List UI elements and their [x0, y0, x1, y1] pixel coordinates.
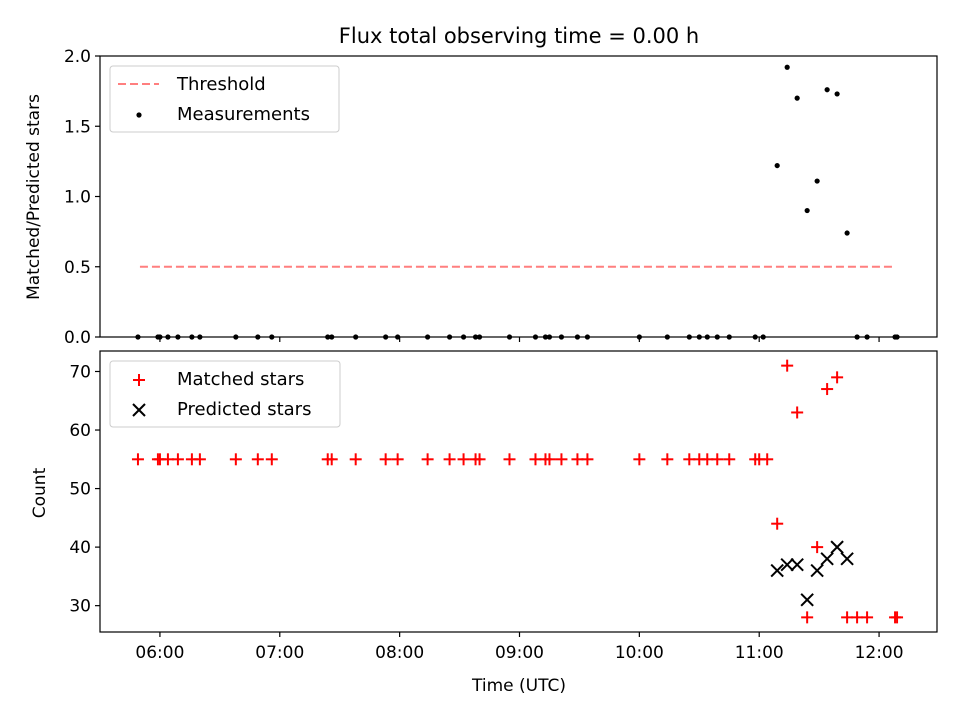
matched-stars-point — [229, 453, 242, 466]
x-axis-label: Time (UTC) — [471, 676, 566, 696]
matched-stars-point — [781, 359, 794, 372]
bottom-y-tick-label: 30 — [69, 597, 91, 617]
measurements-point — [774, 162, 780, 169]
predicted-stars-point — [790, 557, 804, 572]
top-y-tick-label: 2.0 — [64, 47, 91, 67]
matched-stars-point — [771, 517, 784, 530]
bottom-panel-frame — [99, 350, 938, 633]
predicted-stars-point — [800, 593, 814, 607]
predicted-stars-point — [780, 557, 794, 572]
x-tick-label: 11:00 — [735, 643, 784, 663]
legend-measurements-label: Measurements — [177, 104, 310, 125]
top-y-tick-label: 1.5 — [64, 117, 91, 137]
matched-stars-point — [251, 453, 264, 466]
measurements-point — [804, 207, 810, 214]
matched-stars-point — [443, 453, 456, 466]
matched-stars-point — [661, 453, 674, 466]
predicted-stars-point — [770, 563, 784, 578]
top-y-axis: 0.0 0.5 1.0 1.5 2.0 — [64, 47, 100, 348]
matched-stars-point — [791, 406, 804, 419]
top-panel: 0.00.51.01.52.0 Matched/Predicted stars … — [24, 47, 938, 348]
measurements-point — [834, 91, 840, 97]
matched-stars-point — [555, 453, 568, 466]
matched-stars-point — [379, 453, 392, 466]
matched-stars-point — [193, 453, 206, 466]
top-y-tick-label: 0.5 — [64, 258, 91, 278]
measurements-point — [844, 230, 850, 236]
top-legend-box — [109, 65, 340, 133]
matched-stars-point — [473, 453, 486, 466]
predicted-stars-point — [810, 563, 824, 578]
top-x-ticks — [159, 337, 880, 342]
measurements-point — [794, 95, 800, 101]
matched-stars-point — [831, 371, 844, 384]
matched-stars-point — [891, 611, 904, 624]
matched-stars-point — [711, 453, 724, 466]
top-legend: Threshold Measurements — [109, 65, 340, 133]
bottom-marks — [131, 359, 904, 624]
bottom-panel: 30 40 50 60 70 06:00 07:00 08:00 09:00 10:00 11:0… — [30, 350, 938, 696]
matched-stars-point — [801, 611, 814, 624]
x-tick-label: 06:00 — [135, 643, 184, 663]
bottom-y-tick-label: 50 — [69, 480, 91, 500]
bottom-y-axis: 30 40 50 60 70 — [69, 362, 100, 617]
predicted-stars-point — [820, 552, 834, 566]
x-tick-label: 08:00 — [375, 643, 424, 663]
chart-title: Flux total observing time = 0.00 h — [339, 24, 699, 48]
top-y-axis-label: Matched/Predicted stars — [24, 94, 44, 300]
x-tick-label: 12:00 — [855, 643, 904, 663]
measurements-point — [784, 64, 790, 70]
top-y-tick-label: 0.0 — [64, 328, 91, 348]
matched-stars-point — [811, 541, 824, 554]
matched-stars-point — [543, 453, 556, 466]
legend-predicted-swatch — [132, 403, 146, 417]
predicted-stars-point — [830, 540, 844, 554]
matched-stars-point — [457, 453, 470, 466]
legend-matched-label: Matched stars — [177, 369, 304, 390]
matched-stars-point — [761, 453, 774, 466]
legend-predicted-label: Predicted stars — [177, 399, 311, 420]
matched-stars-point — [723, 453, 736, 466]
matched-stars-point — [821, 383, 834, 396]
legend-matched-swatch — [133, 374, 145, 386]
measurements-point — [814, 178, 820, 184]
matched-stars-point — [325, 453, 338, 466]
predicted-stars-point — [840, 552, 854, 566]
bottom-x-axis: 06:00 07:00 08:00 09:00 10:00 11:00 12:00 — [135, 632, 904, 663]
matched-stars-point — [265, 453, 278, 466]
bottom-legend-box — [109, 360, 341, 428]
x-tick-label: 07:00 — [255, 643, 304, 663]
measurements-point — [824, 87, 830, 93]
matched-stars-point — [633, 453, 646, 466]
matched-stars-point — [421, 453, 434, 466]
bottom-y-tick-label: 60 — [69, 421, 91, 441]
matched-stars-point — [171, 453, 184, 466]
legend-measurements-swatch — [136, 112, 142, 118]
legend-threshold-label: Threshold — [176, 74, 266, 95]
matched-stars-point — [861, 611, 874, 624]
bottom-y-axis-label: Count — [30, 467, 50, 518]
bottom-y-tick-label: 40 — [69, 538, 91, 558]
matched-stars-point — [391, 453, 404, 466]
bottom-y-tick-label: 70 — [69, 362, 91, 382]
x-tick-label: 10:00 — [615, 643, 664, 663]
matched-stars-point — [349, 453, 362, 466]
matched-stars-point — [581, 453, 594, 466]
x-tick-label: 09:00 — [495, 643, 544, 663]
matched-stars-point — [131, 453, 144, 466]
bottom-legend: Matched stars Predicted stars — [109, 360, 341, 428]
matched-stars-point — [503, 453, 516, 466]
top-y-tick-label: 1.0 — [64, 188, 91, 208]
